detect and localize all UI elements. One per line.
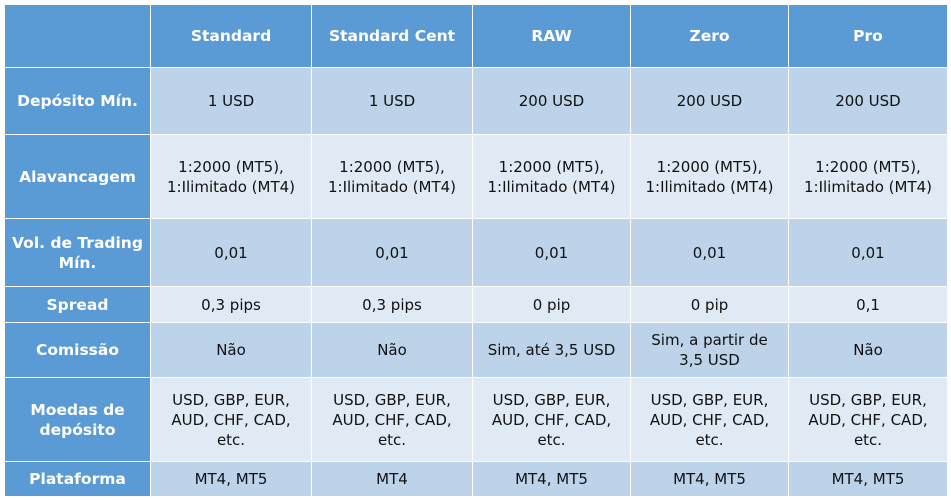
comparison-table-container: Standard Standard Cent RAW Zero Pro Depó… <box>4 4 948 497</box>
cell-line: USD, GBP, EUR, <box>333 390 451 409</box>
cell-comissao-standard: Não <box>150 322 312 378</box>
row-spread: Spread 0,3 pips 0,3 pips 0 pip 0 pip 0,1 <box>4 286 948 323</box>
cell-line: 1:2000 (MT5), <box>339 157 445 176</box>
row-alavancagem: Alavancagem 1:2000 (MT5), 1:Ilimitado (MT… <box>4 134 948 219</box>
cell-line: 1:Ilimitado (MT4) <box>327 177 457 196</box>
cell-deposito-pro: 200 USD <box>788 67 948 135</box>
cell-line: AUD, CHF, CAD, <box>649 410 770 429</box>
row-volume: Vol. de Trading Mín. 0,01 0,01 0,01 0,01 … <box>4 218 948 287</box>
cell-spread-standard-cent: 0,3 pips <box>311 286 473 323</box>
row-label-plataforma: Plataforma <box>4 461 151 497</box>
cell-line: 1:2000 (MT5), <box>656 157 763 176</box>
cell-line: 1:Ilimitado (MT4) <box>803 177 933 196</box>
cell-line: AUD, CHF, CAD, <box>332 410 452 429</box>
cell-volume-raw: 0,01 <box>472 218 631 287</box>
cell-spread-standard: 0,3 pips <box>150 286 312 323</box>
cell-line: 1:Ilimitado (MT4) <box>645 177 774 196</box>
row-label-line: Vol. de Trading <box>12 233 143 252</box>
row-label-volume: Vol. de Trading Mín. <box>4 218 151 287</box>
cell-line: USD, GBP, EUR, <box>492 390 611 409</box>
row-label-line: Moedas de <box>30 400 125 419</box>
cell-deposito-raw: 200 USD <box>472 67 631 135</box>
header-row: Standard Standard Cent RAW Zero Pro <box>4 4 948 68</box>
account-comparison-table: Standard Standard Cent RAW Zero Pro Depó… <box>4 4 948 497</box>
cell-alavancagem-pro: 1:2000 (MT5), 1:Ilimitado (MT4) <box>788 134 948 219</box>
cell-line: etc. <box>377 430 407 449</box>
header-raw: RAW <box>472 4 631 68</box>
cell-line: 3,5 USD <box>679 351 740 369</box>
cell-volume-zero: 0,01 <box>630 218 789 287</box>
cell-spread-zero: 0 pip <box>630 286 789 323</box>
cell-comissao-zero: Sim, a partir de 3,5 USD <box>630 322 789 378</box>
cell-line: 1:2000 (MT5), <box>178 157 284 176</box>
cell-alavancagem-raw: 1:2000 (MT5), 1:Ilimitado (MT4) <box>472 134 631 219</box>
cell-comissao-raw: Sim, até 3,5 USD <box>472 322 631 378</box>
cell-plataforma-zero: MT4, MT5 <box>630 461 789 497</box>
row-label-line: Mín. <box>58 253 97 272</box>
row-label-moedas: Moedas de depósito <box>4 377 151 462</box>
cell-line: etc. <box>537 430 566 449</box>
cell-line: 1:Ilimitado (MT4) <box>166 177 296 196</box>
cell-line: USD, GBP, EUR, <box>809 390 927 409</box>
row-label-spread: Spread <box>4 286 151 323</box>
header-standard: Standard <box>150 4 312 68</box>
header-pro: Pro <box>788 4 948 68</box>
row-label-comissao: Comissão <box>4 322 151 378</box>
cell-moedas-standard: USD, GBP, EUR, AUD, CHF, CAD, etc. <box>150 377 312 462</box>
cell-volume-pro: 0,01 <box>788 218 948 287</box>
row-label-line: depósito <box>39 420 116 439</box>
cell-line: 1:2000 (MT5), <box>498 157 605 176</box>
cell-moedas-raw: USD, GBP, EUR, AUD, CHF, CAD, etc. <box>472 377 631 462</box>
cell-line: 1:2000 (MT5), <box>815 157 921 176</box>
cell-line: USD, GBP, EUR, <box>172 390 290 409</box>
cell-comissao-pro: Não <box>788 322 948 378</box>
header-corner <box>4 4 151 68</box>
row-plataforma: Plataforma MT4, MT5 MT4 MT4, MT5 MT4, MT… <box>4 461 948 497</box>
header-standard-cent: Standard Cent <box>311 4 473 68</box>
row-label-alavancagem: Alavancagem <box>4 134 151 219</box>
row-comissao: Comissão Não Não Sim, até 3,5 USD Sim, a… <box>4 322 948 378</box>
cell-line: etc. <box>853 430 883 449</box>
cell-alavancagem-standard: 1:2000 (MT5), 1:Ilimitado (MT4) <box>150 134 312 219</box>
cell-line: etc. <box>695 430 724 449</box>
header-zero: Zero <box>630 4 789 68</box>
cell-line: AUD, CHF, CAD, <box>491 410 612 429</box>
cell-alavancagem-zero: 1:2000 (MT5), 1:Ilimitado (MT4) <box>630 134 789 219</box>
cell-moedas-pro: USD, GBP, EUR, AUD, CHF, CAD, etc. <box>788 377 948 462</box>
cell-spread-pro: 0,1 <box>788 286 948 323</box>
row-deposito: Depósito Mín. 1 USD 1 USD 200 USD 200 US… <box>4 67 948 135</box>
cell-volume-standard: 0,01 <box>150 218 312 287</box>
cell-line: AUD, CHF, CAD, <box>808 410 928 429</box>
cell-line: 1:Ilimitado (MT4) <box>487 177 616 196</box>
cell-plataforma-standard-cent: MT4 <box>311 461 473 497</box>
cell-plataforma-raw: MT4, MT5 <box>472 461 631 497</box>
cell-line: Sim, a partir de <box>651 331 768 349</box>
cell-deposito-standard-cent: 1 USD <box>311 67 473 135</box>
cell-spread-raw: 0 pip <box>472 286 631 323</box>
cell-line: AUD, CHF, CAD, <box>171 410 291 429</box>
cell-moedas-standard-cent: USD, GBP, EUR, AUD, CHF, CAD, etc. <box>311 377 473 462</box>
cell-plataforma-standard: MT4, MT5 <box>150 461 312 497</box>
row-moedas: Moedas de depósito USD, GBP, EUR, AUD, CHF… <box>4 377 948 462</box>
cell-line: etc. <box>216 430 246 449</box>
cell-deposito-zero: 200 USD <box>630 67 789 135</box>
cell-line: USD, GBP, EUR, <box>650 390 769 409</box>
cell-deposito-standard: 1 USD <box>150 67 312 135</box>
cell-plataforma-pro: MT4, MT5 <box>788 461 948 497</box>
cell-moedas-zero: USD, GBP, EUR, AUD, CHF, CAD, etc. <box>630 377 789 462</box>
cell-volume-standard-cent: 0,01 <box>311 218 473 287</box>
cell-comissao-standard-cent: Não <box>311 322 473 378</box>
cell-alavancagem-standard-cent: 1:2000 (MT5), 1:Ilimitado (MT4) <box>311 134 473 219</box>
row-label-deposito: Depósito Mín. <box>4 67 151 135</box>
